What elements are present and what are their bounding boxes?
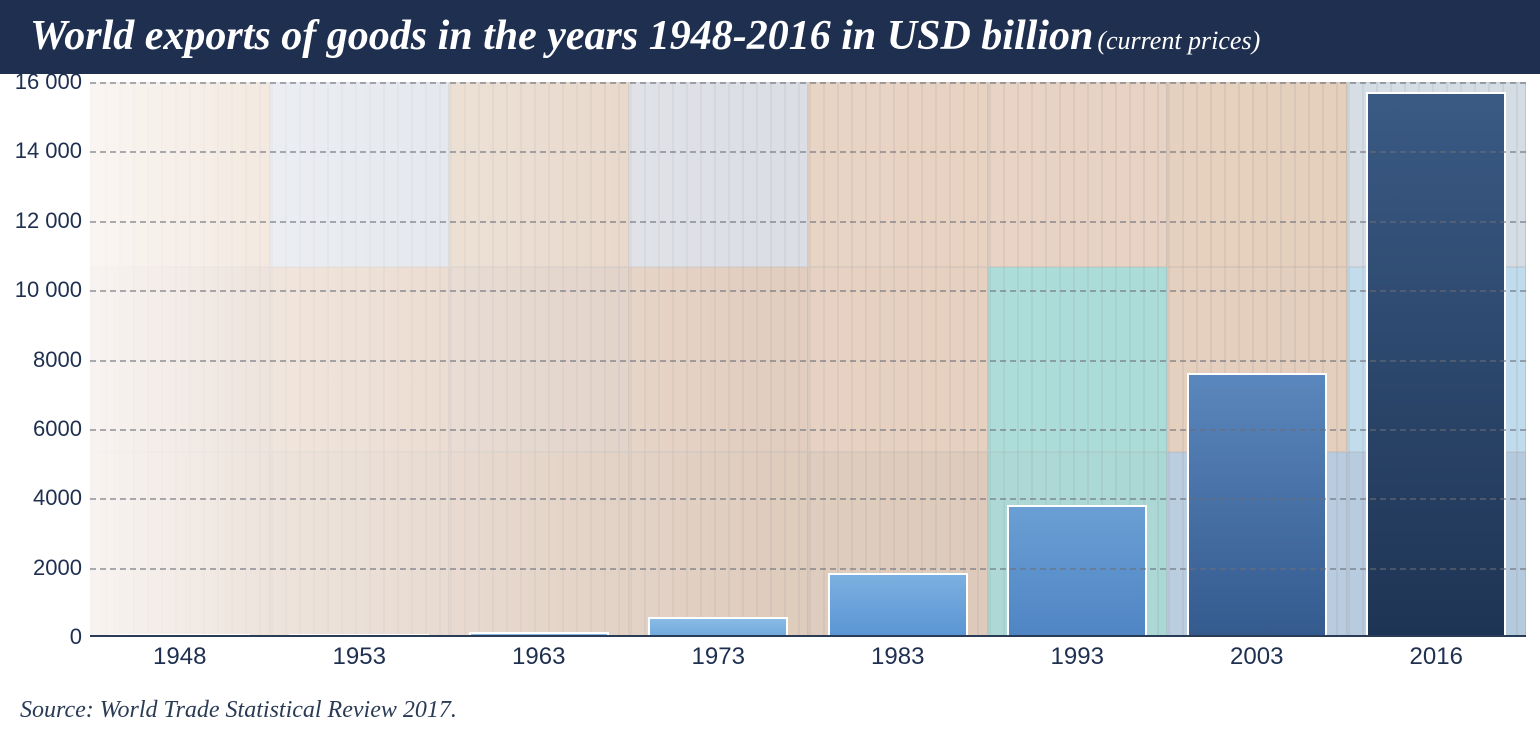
gridline xyxy=(90,221,1526,223)
y-tick-label: 16 000 xyxy=(10,69,82,95)
x-tick-label: 1983 xyxy=(808,637,988,671)
chart-title-main: World exports of goods in the years 1948… xyxy=(30,13,1093,59)
x-tick-label: 2016 xyxy=(1347,637,1527,671)
chart-area: 19481953196319731983199320032016 0 2000 40… xyxy=(0,74,1540,679)
bar xyxy=(1007,505,1147,637)
gridline xyxy=(90,498,1526,500)
gridline xyxy=(90,82,1526,84)
x-tick-label: 1948 xyxy=(90,637,270,671)
title-bar: World exports of goods in the years 1948… xyxy=(0,0,1540,74)
y-tick-label: 14 000 xyxy=(10,138,82,164)
bar xyxy=(648,617,788,637)
bar xyxy=(828,573,968,637)
bar xyxy=(1366,92,1506,637)
gridline xyxy=(90,360,1526,362)
y-tick-label: 10 000 xyxy=(10,277,82,303)
y-tick-label: 6000 xyxy=(10,416,82,442)
chart-title-sub: (current prices) xyxy=(1097,26,1260,55)
y-tick-label: 2000 xyxy=(10,555,82,581)
gridline xyxy=(90,568,1526,570)
source-attribution: Source: World Trade Statistical Review 2… xyxy=(0,697,457,724)
gridline xyxy=(90,429,1526,431)
y-tick-label: 8000 xyxy=(10,347,82,373)
y-tick-label: 4000 xyxy=(10,485,82,511)
x-tick-label: 1963 xyxy=(449,637,629,671)
gridline xyxy=(90,151,1526,153)
x-tick-label: 1973 xyxy=(629,637,809,671)
y-tick-label: 0 xyxy=(10,624,82,650)
gridline xyxy=(90,290,1526,292)
x-axis-line xyxy=(90,635,1526,637)
x-tick-label: 1993 xyxy=(988,637,1168,671)
y-tick-label: 12 000 xyxy=(10,208,82,234)
plot-region: 19481953196319731983199320032016 0200040… xyxy=(90,82,1526,637)
bar xyxy=(1187,373,1327,637)
x-tick-label: 1953 xyxy=(270,637,450,671)
x-tick-label: 2003 xyxy=(1167,637,1347,671)
